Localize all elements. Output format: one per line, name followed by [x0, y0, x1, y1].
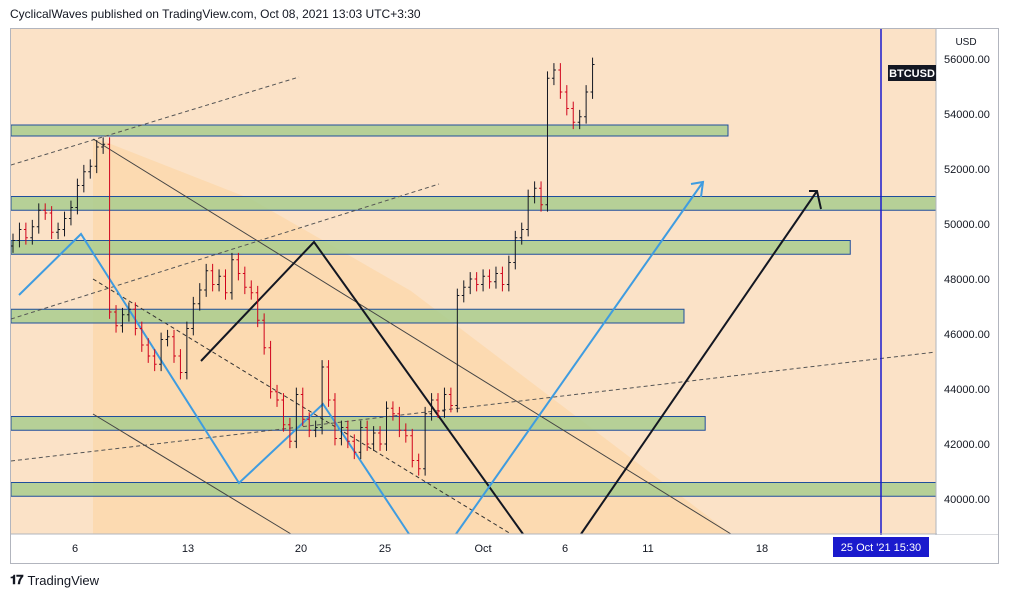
support-zone-4: [10, 416, 706, 431]
y-tick-label: 48000.00: [944, 274, 990, 286]
x-tick-label: 20: [295, 543, 307, 555]
black-arrowhead: [809, 190, 822, 210]
currency-label: USD: [955, 37, 976, 48]
cursor-time-label: 25 Oct '21 15:30: [833, 537, 929, 557]
x-tick-label: 25: [379, 543, 391, 555]
support-zone-0: [10, 124, 729, 137]
symbol-label: BTCUSD: [888, 65, 936, 81]
channel-lower-line: [92, 413, 292, 535]
x-tick-label: 11: [642, 543, 653, 555]
cursor-time-text: 25 Oct '21 15:30: [841, 542, 921, 554]
x-tick-label: Oct: [474, 543, 491, 555]
dashed-trendline-mid: [10, 183, 440, 320]
symbol-label-bg: [888, 65, 936, 81]
x-tick-label: 13: [182, 543, 194, 555]
dashed-trendline-top: [10, 76, 300, 166]
blue-wave: [18, 232, 410, 535]
price-axis-bg: [937, 29, 998, 534]
support-zone-2: [10, 240, 851, 255]
footer: 𝟏𝟕 TradingView: [10, 570, 99, 590]
x-tick-label: 18: [756, 543, 768, 555]
dashed-channel-mid: [92, 278, 512, 535]
symbol-label-text: BTCUSD: [889, 68, 935, 80]
y-tick-label: 46000.00: [944, 329, 990, 341]
y-tick-label: 44000.00: [944, 384, 990, 396]
x-tick-label: 6: [72, 543, 78, 555]
support-zone-3: [10, 308, 685, 324]
chart-frame[interactable]: USD 56000.00 54000.00 52000.00 50000.00 48000…: [10, 28, 999, 564]
black-wave: [200, 240, 524, 535]
x-tick-label: 6: [562, 543, 568, 555]
price-chart[interactable]: USD 56000.00 54000.00 52000.00 50000.00 48000…: [10, 29, 998, 563]
tradingview-logo-icon: 𝟏𝟕: [10, 572, 24, 587]
cursor-time-bg: [833, 537, 929, 557]
channel-upper-line: [92, 138, 732, 535]
publish-info: CyclicalWaves published on TradingView.c…: [10, 7, 421, 21]
blue-arrowhead: [690, 180, 705, 198]
y-tick-label: 54000.00: [944, 109, 990, 121]
y-tick-label: 52000.00: [944, 164, 990, 176]
support-zone-1: [10, 196, 937, 211]
y-tick-label: 50000.00: [944, 219, 990, 231]
blue-projection: [455, 181, 704, 535]
y-tick-label: 42000.00: [944, 439, 990, 451]
footer-brand: TradingView: [27, 572, 100, 588]
black-projection: [580, 190, 818, 535]
y-tick-label: 56000.00: [944, 54, 990, 66]
y-tick-label: 40000.00: [944, 494, 990, 506]
support-zone-5: [10, 482, 937, 497]
dashed-trendline-bottom: [10, 351, 937, 462]
